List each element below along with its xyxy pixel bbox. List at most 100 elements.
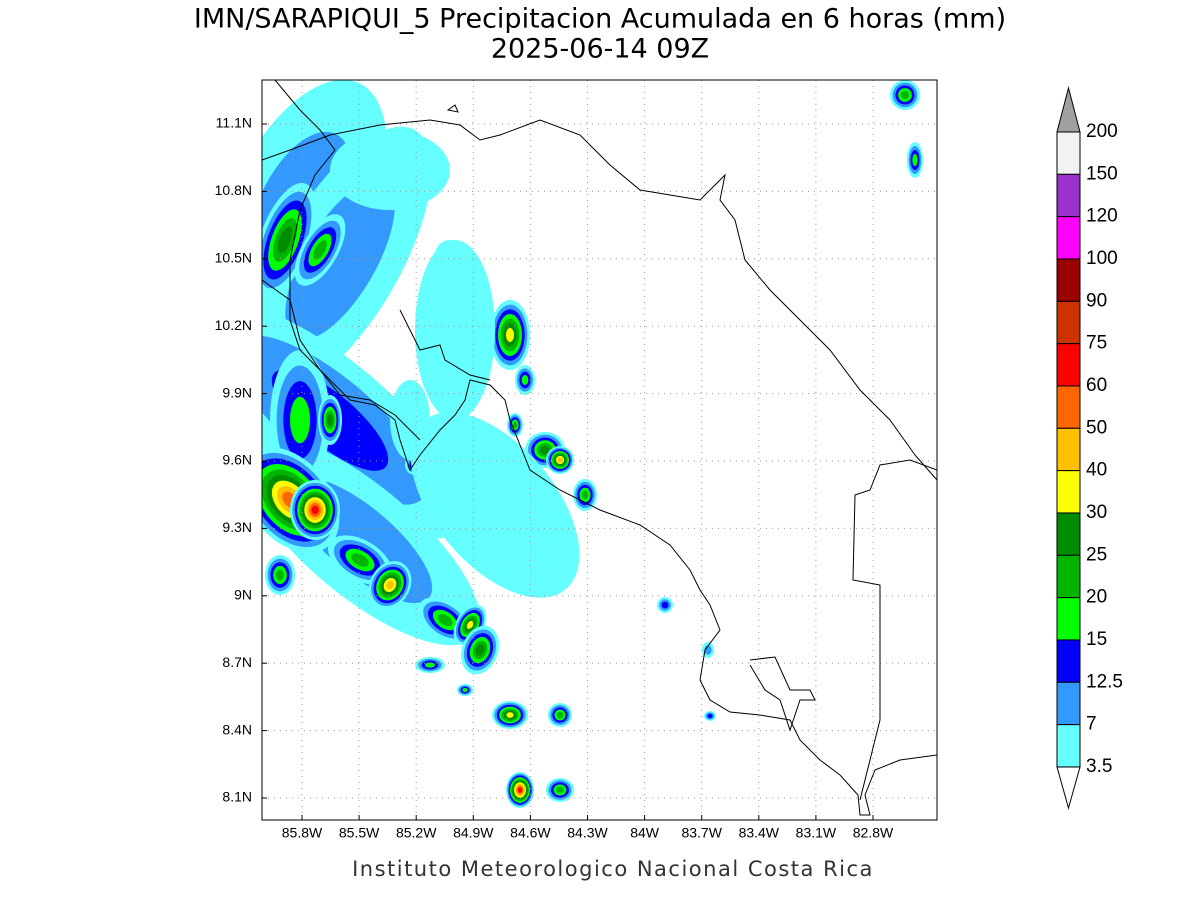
precip-area (351, 553, 369, 567)
precip-area (661, 601, 669, 609)
precip-area (290, 396, 310, 444)
longitude-label: 83.1W (796, 825, 837, 841)
colorbar-label: 75 (1086, 333, 1107, 354)
latitude-label: 9.3N (222, 519, 252, 535)
grid (262, 80, 937, 820)
precip-area (581, 490, 589, 500)
precip-area (285, 180, 395, 340)
colorbar-label: 120 (1086, 206, 1118, 227)
longitude-label: 83.4W (739, 825, 780, 841)
precip-area (390, 380, 430, 460)
precip-area (557, 457, 563, 463)
colorbar-label: 15 (1086, 629, 1107, 650)
colorbar-label: 100 (1086, 248, 1118, 269)
precip-area (466, 620, 474, 630)
colorbar-label: 50 (1086, 417, 1107, 438)
border (262, 279, 421, 441)
precip-area (707, 713, 713, 719)
precip-area (410, 412, 580, 598)
colorbar-box (1056, 216, 1081, 260)
longitude-label: 85.8W (282, 825, 323, 841)
colorbar-box (1056, 173, 1081, 218)
precip-area (330, 130, 450, 210)
precip-area (518, 787, 522, 793)
latitude-label: 8.4N (222, 721, 252, 737)
precip-area (313, 240, 327, 260)
colorbar-box (1056, 681, 1081, 726)
precip-area (506, 328, 514, 342)
colorbar-label: 200 (1086, 121, 1118, 142)
coastline (274, 80, 937, 816)
colorbar-box (1056, 131, 1081, 175)
latitude-label: 10.8N (215, 182, 252, 198)
colorbar-box (1056, 300, 1081, 345)
subtitle: 2025-06-14 09Z (491, 34, 709, 65)
colorbar-arrow (1056, 86, 1081, 133)
latitude-label: 11.1N (216, 115, 252, 131)
colorbar-label: 25 (1086, 544, 1107, 565)
longitude-label: 85.2W (396, 825, 437, 841)
latitude-labels: 11.1N 10.8N 10.5N 10.2N 9.9N 9.6N 9.3N 9N 8.7N 8.… (215, 115, 252, 805)
precip-area (556, 786, 564, 794)
colorbar-label: 7 (1086, 714, 1097, 735)
precipitation-field (262, 80, 923, 808)
precip-area (311, 505, 319, 515)
footer: Instituto Meteorologico Nacional Costa R… (352, 857, 874, 881)
precip-area (556, 711, 564, 719)
colorbar-label: 90 (1086, 290, 1107, 311)
longitude-label: 84.6W (510, 825, 551, 841)
latitude-label: 8.1N (222, 789, 252, 805)
colorbar: 200 150 120 100 90 75 60 50 40 30 25 20 15 12.5 7 3.5 (1056, 86, 1123, 810)
colorbar-box (1056, 470, 1081, 514)
precip-area (275, 569, 285, 581)
latitude-label: 9.6N (222, 452, 252, 468)
precip-area (437, 613, 453, 627)
colorbar-box (1056, 385, 1081, 429)
precip-area (521, 375, 529, 385)
island (446, 104, 459, 113)
colorbar-box (1056, 258, 1081, 302)
colorbar-arrow (1056, 766, 1081, 810)
colorbar-box (1056, 724, 1081, 768)
precip-area (540, 445, 550, 455)
colorbar-label: 12.5 (1086, 671, 1123, 692)
coastline (749, 656, 816, 732)
precip-area (327, 414, 333, 426)
precip-area (386, 580, 394, 590)
colorbar-label: 20 (1086, 587, 1107, 608)
latitude-label: 9.9N (222, 384, 252, 400)
colorbar-label: 3.5 (1086, 756, 1112, 777)
longitude-label: 84.9W (453, 825, 494, 841)
precip-area (900, 90, 910, 100)
border (852, 459, 937, 801)
longitude-label: 85.5W (339, 825, 380, 841)
colorbar-box (1056, 597, 1081, 641)
longitude-labels: 85.8W 85.5W 85.2W 84.9W 84.6W 84.3W 84W 83.7W 83… (282, 825, 894, 841)
border (399, 309, 491, 381)
colorbar-label: 150 (1086, 163, 1118, 184)
colorbar-box (1056, 427, 1081, 472)
longitude-label: 84.3W (567, 825, 608, 841)
colorbar-label: 30 (1086, 502, 1107, 523)
latitude-label: 10.5N (215, 250, 252, 266)
map-frame (261, 79, 938, 821)
coastlines (262, 80, 937, 816)
colorbar-label: 60 (1086, 375, 1107, 396)
latitude-label: 9N (234, 587, 252, 603)
colorbar-box (1056, 639, 1081, 683)
precip-area (277, 226, 293, 254)
latitude-label: 8.7N (222, 654, 252, 670)
precip-area (425, 662, 435, 668)
colorbar-box (1056, 512, 1081, 556)
latitude-label: 10.2N (215, 317, 252, 333)
coastline (262, 119, 937, 481)
title: IMN/SARAPIQUI_5 Precipitacion Acumulada … (194, 4, 1006, 35)
precip-area (462, 688, 468, 692)
precip-area (506, 712, 514, 718)
precip-area (912, 154, 918, 166)
longitude-label: 82.8W (853, 825, 894, 841)
longitude-label: 83.7W (681, 825, 722, 841)
longitude-label: 84W (630, 825, 660, 841)
colorbar-box (1056, 343, 1081, 387)
